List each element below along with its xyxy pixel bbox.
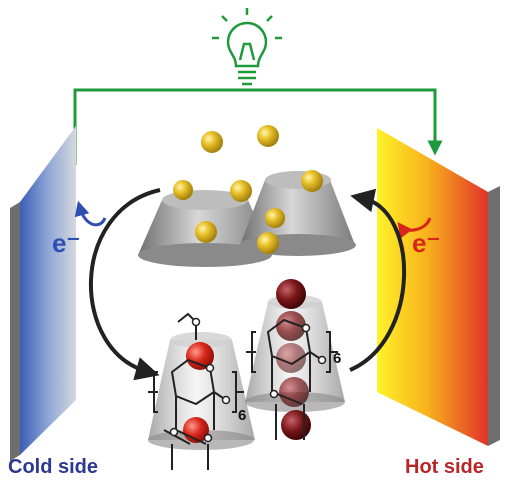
hot-electrode xyxy=(377,128,488,446)
cold-electrode xyxy=(20,126,76,455)
host-guest-left xyxy=(148,312,255,470)
cycle-arrow xyxy=(349,188,407,372)
gold-particles xyxy=(173,125,323,254)
hot-electrode-edge xyxy=(488,186,500,446)
host-guest-right xyxy=(245,279,345,440)
electron-label: e⁻ xyxy=(52,228,80,258)
cold-electrode-edge xyxy=(10,202,20,461)
hot-side-label: Hot side xyxy=(405,456,484,478)
cycle-arrow xyxy=(89,188,161,381)
repeat-subscript: 6 xyxy=(238,407,246,424)
electron-arrow xyxy=(74,200,107,227)
cold-side-label: Cold side xyxy=(8,456,98,478)
electron-arrow xyxy=(397,217,432,239)
light-bulb xyxy=(212,8,282,86)
repeat-subscript: 6 xyxy=(333,350,341,367)
electron-label: e⁻ xyxy=(412,228,440,258)
